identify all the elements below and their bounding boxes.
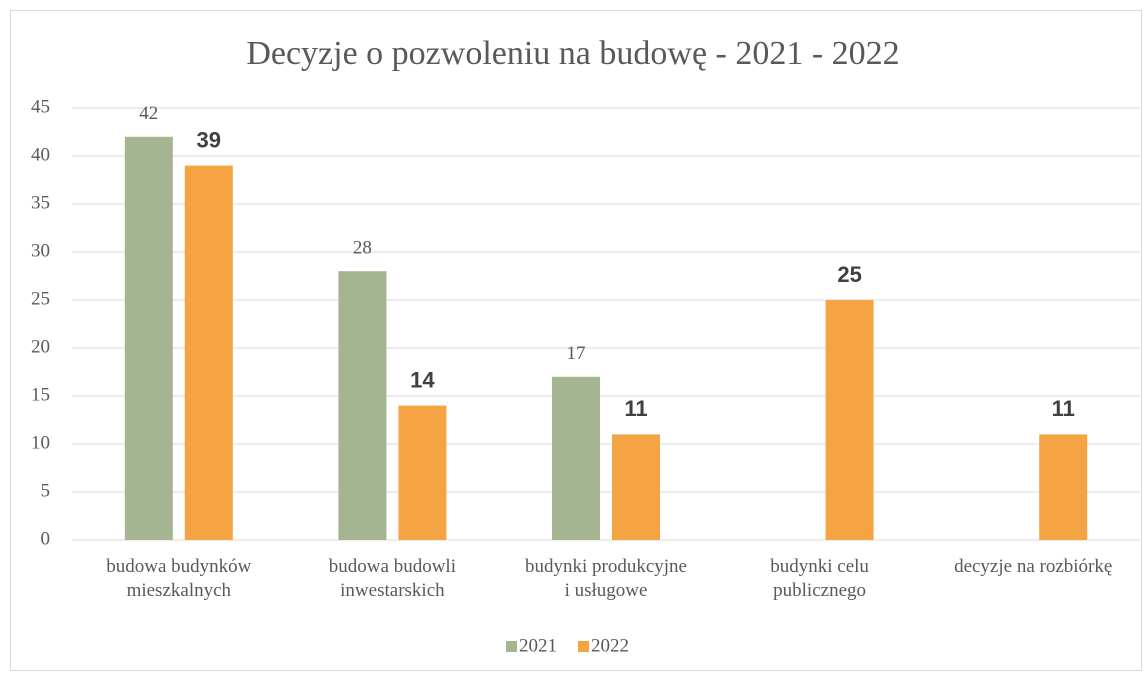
- y-tick-label: 35: [31, 192, 50, 213]
- x-tick-label: budowa budowli inwestarskich: [329, 556, 456, 601]
- data-label: 25: [837, 262, 861, 287]
- bar: [124, 136, 173, 541]
- y-tick-label: 30: [31, 240, 50, 261]
- data-label: 17: [567, 343, 586, 364]
- x-tick-label: budynki celu publicznego: [770, 556, 869, 601]
- y-tick-label: 40: [31, 144, 50, 165]
- bar: [338, 271, 387, 540]
- bar: [825, 300, 874, 540]
- y-tick-label: 45: [31, 96, 50, 117]
- y-tick-label: 15: [31, 384, 50, 405]
- y-tick-label: 0: [41, 528, 51, 549]
- x-tick-label: budowa budynków mieszkalnych: [106, 556, 251, 601]
- data-label: 11: [1052, 396, 1075, 421]
- data-label: 14: [410, 367, 435, 392]
- bar: [612, 434, 660, 540]
- data-label: 42: [139, 103, 158, 124]
- y-tick-label: 5: [41, 480, 51, 501]
- legend-swatch: [578, 641, 589, 652]
- y-tick-label: 25: [31, 288, 50, 309]
- bar: [184, 165, 233, 540]
- chart-title: Decyzje o pozwoleniu na budowę - 2021 - …: [246, 35, 899, 72]
- bar: [398, 405, 447, 540]
- bar: [1039, 434, 1088, 540]
- x-tick-label: budynki produkcyjne i usługowe: [525, 556, 687, 601]
- data-label: 39: [197, 127, 221, 152]
- legend-swatch: [506, 641, 517, 652]
- x-tick-label: decyzje na rozbiórkę: [954, 556, 1112, 577]
- y-tick-label: 10: [31, 432, 50, 453]
- legend-label: 2021: [519, 635, 557, 656]
- legend-label: 2022: [591, 635, 629, 656]
- data-label: 11: [624, 396, 647, 421]
- y-tick-label: 20: [31, 336, 50, 357]
- data-label: 28: [353, 238, 372, 259]
- bar: [552, 376, 600, 540]
